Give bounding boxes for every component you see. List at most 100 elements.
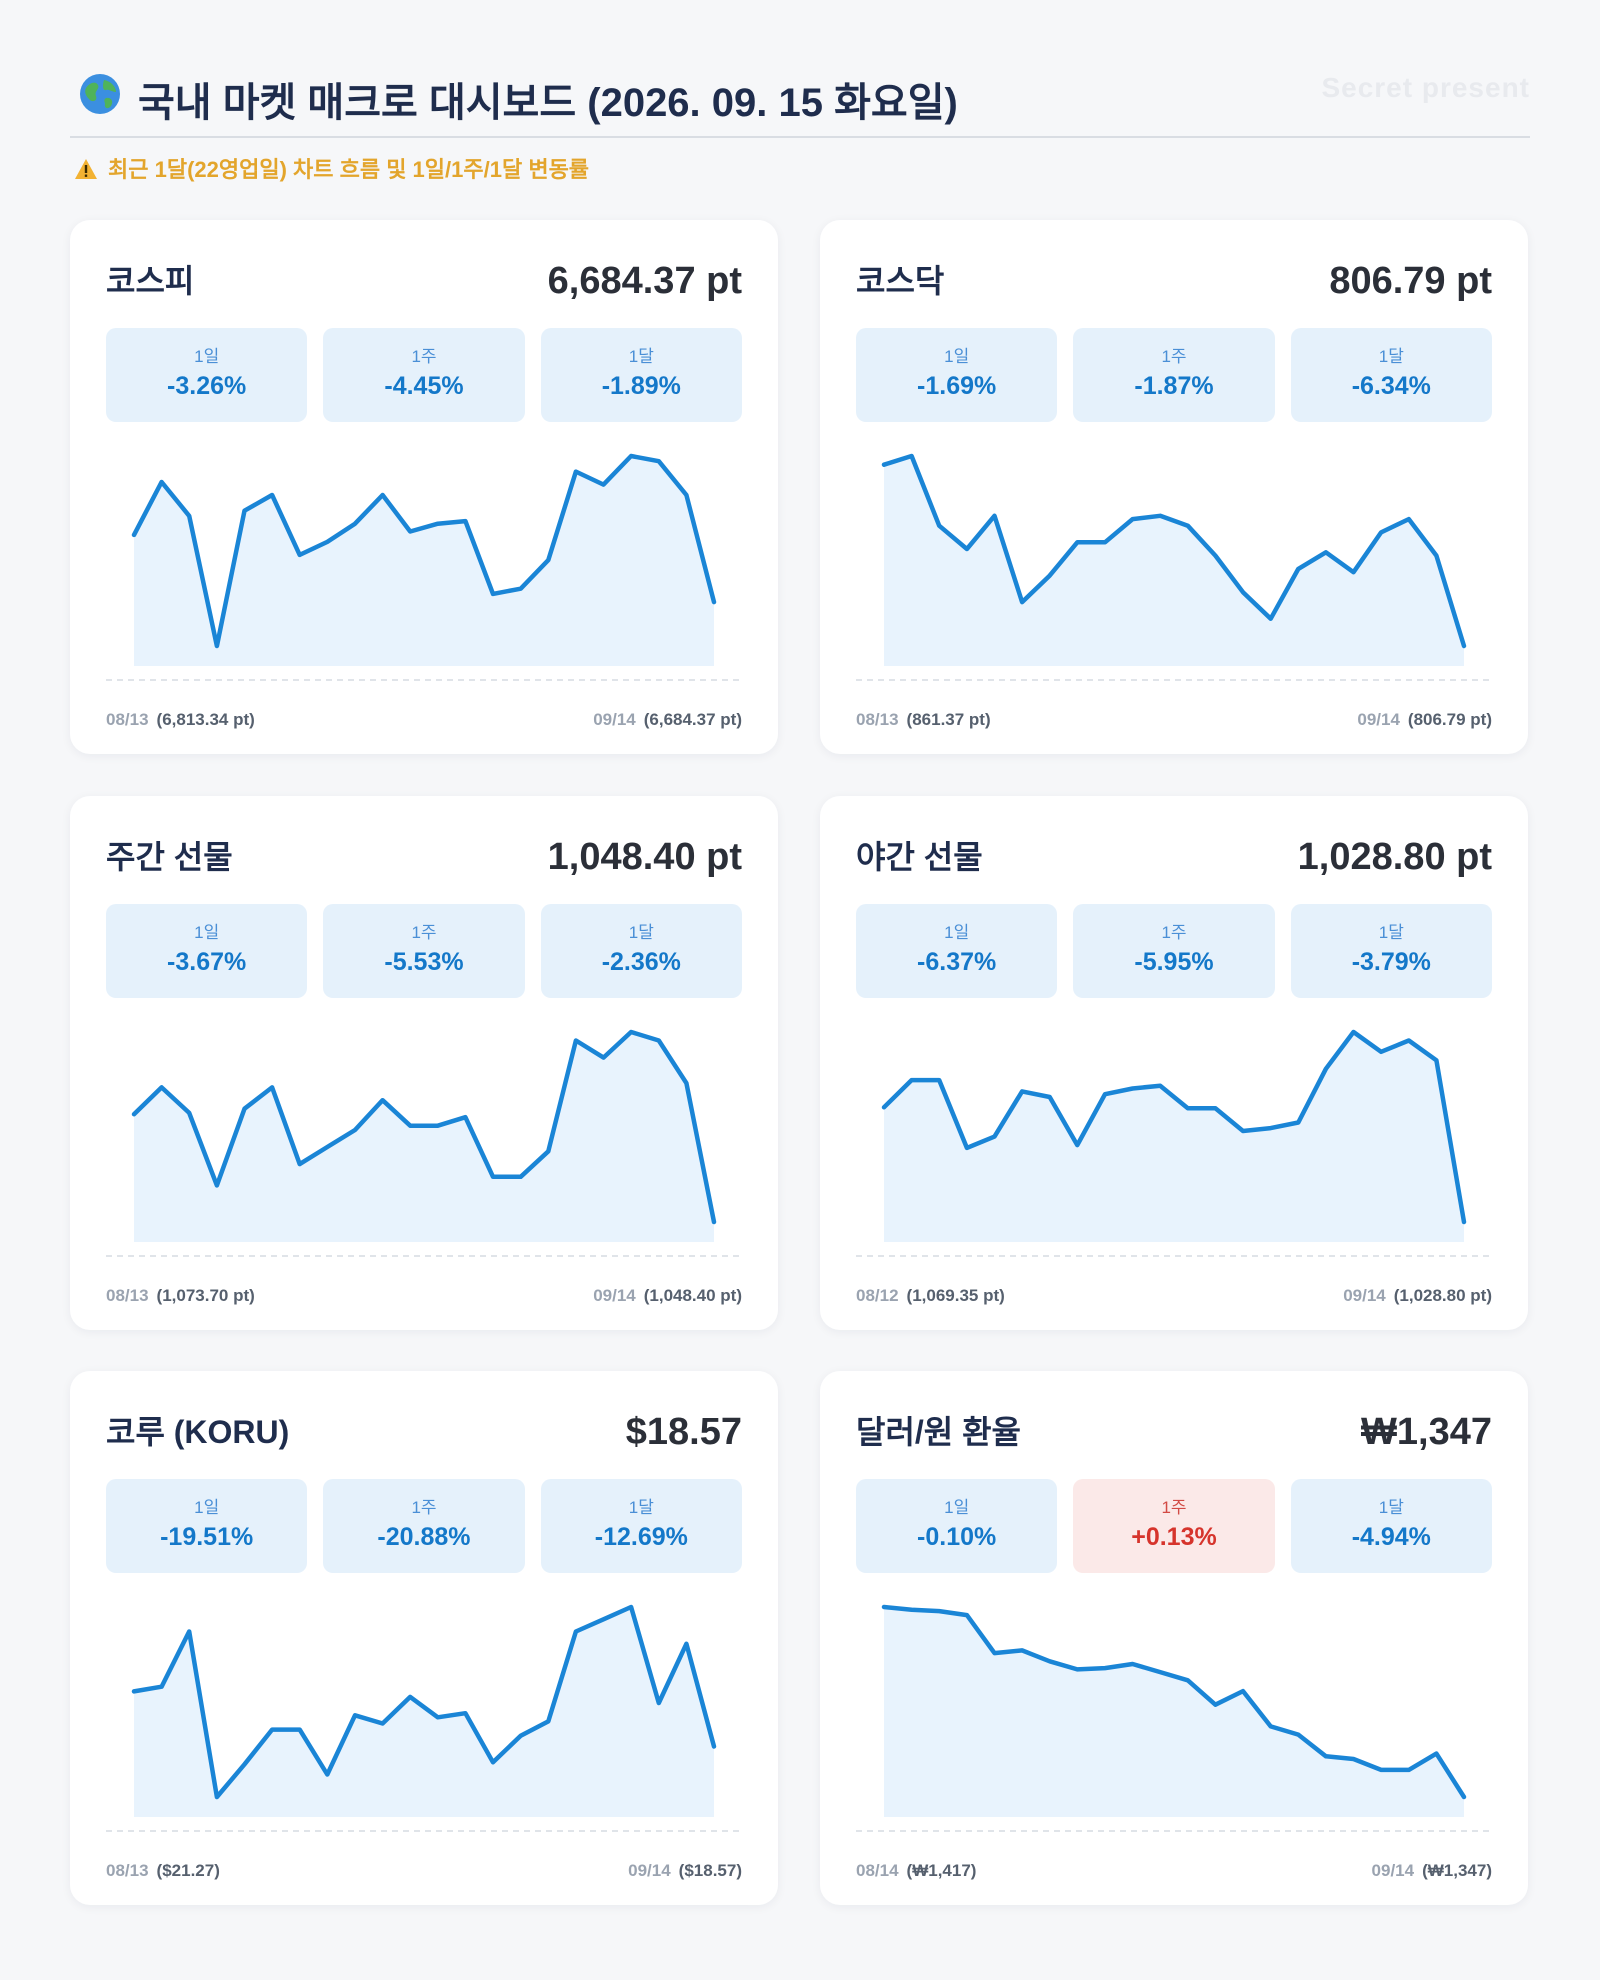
start-label: 08/13 (6,813.34 pt) <box>106 710 255 730</box>
card-value: 6,684.37 pt <box>547 260 742 302</box>
start-value: ($21.27) <box>156 1861 220 1880</box>
change-boxes: 1일 -1.69% 1주 -1.87% 1달 -6.34% <box>856 328 1492 422</box>
card-name: 코스닥 <box>856 263 945 299</box>
sparkline-line <box>881 1604 1467 1800</box>
market-card: 야간 선물 1,028.80 pt 1일 -6.37% 1주 -5.95% 1달 … <box>820 796 1528 1330</box>
sparkline-area <box>884 456 1464 666</box>
change-period-label: 1일 <box>944 347 970 366</box>
globe-icon <box>80 74 120 114</box>
change-value: -1.69% <box>917 372 997 400</box>
change-box: 1주 -5.95% <box>1073 904 1275 998</box>
change-period-label: 1주 <box>1161 1498 1187 1517</box>
end-date: 09/14 <box>593 710 636 729</box>
sparkline-area <box>134 1032 714 1242</box>
start-date: 08/13 <box>106 710 149 729</box>
end-date: 09/14 <box>628 1861 671 1880</box>
change-period-label: 1주 <box>411 923 437 942</box>
change-box: 1일 -3.26% <box>106 328 308 422</box>
change-period-label: 1달 <box>1378 347 1404 366</box>
start-label: 08/12 (1,069.35 pt) <box>856 1286 1005 1306</box>
change-period-label: 1달 <box>1378 1498 1404 1517</box>
change-value: -5.95% <box>1134 948 1214 976</box>
change-period-label: 1일 <box>944 923 970 942</box>
sparkline-line <box>131 453 717 649</box>
end-value: (6,684.37 pt) <box>643 710 742 729</box>
card-value: 806.79 pt <box>1329 260 1492 302</box>
sparkline-area <box>884 1607 1464 1817</box>
start-date: 08/13 <box>106 1861 149 1880</box>
card-name: 코스피 <box>106 263 195 299</box>
change-box: 1일 -6.37% <box>856 904 1058 998</box>
card-name: 주간 선물 <box>106 839 233 875</box>
change-value: -3.67% <box>167 948 247 976</box>
sparkline-line <box>881 1029 1467 1225</box>
end-value: (₩1,347) <box>1422 1861 1492 1880</box>
change-box: 1달 -3.79% <box>1290 904 1492 998</box>
change-value: -6.34% <box>1351 372 1431 400</box>
watermark-text: Secret present <box>1321 72 1530 103</box>
change-value: -19.51% <box>160 1523 254 1551</box>
sparkline-area <box>134 1607 714 1817</box>
change-box: 1일 -3.67% <box>106 904 308 998</box>
change-value: -1.87% <box>1134 372 1214 400</box>
change-value: -3.79% <box>1351 948 1431 976</box>
start-value: (6,813.34 pt) <box>156 710 255 729</box>
change-box: 1일 -0.10% <box>856 1479 1058 1573</box>
start-value: (861.37 pt) <box>906 710 991 729</box>
end-date: 09/14 <box>1371 1861 1415 1880</box>
change-period-label: 1일 <box>194 347 220 366</box>
change-box: 1달 -4.94% <box>1290 1479 1492 1573</box>
start-date: 08/13 <box>106 1286 149 1305</box>
card-name: 야간 선물 <box>856 839 983 875</box>
subtitle: 최근 1달(22영업일) 차트 흐름 및 1일/1주/1달 변동률 <box>74 152 589 184</box>
change-box: 1일 -19.51% <box>106 1479 308 1573</box>
change-period-label: 1일 <box>194 923 220 942</box>
change-period-label: 1달 <box>628 347 654 366</box>
market-card: 코스피 6,684.37 pt 1일 -3.26% 1주 -4.45% 1달 -1… <box>70 220 778 754</box>
end-label: 09/14 ($18.57) <box>628 1861 742 1881</box>
change-value: -5.53% <box>384 948 464 976</box>
start-date: 08/13 <box>856 710 899 729</box>
end-value: ($18.57) <box>678 1861 742 1880</box>
start-value: (1,069.35 pt) <box>906 1286 1005 1305</box>
start-label: 08/13 ($21.27) <box>106 1861 220 1881</box>
change-period-label: 1주 <box>1161 347 1187 366</box>
change-boxes: 1일 -0.10% 1주 +0.13% 1달 -4.94% <box>856 1479 1492 1573</box>
start-value: (1,073.70 pt) <box>156 1286 255 1305</box>
sparkline-chart <box>856 1604 1492 1832</box>
change-value: -20.88% <box>377 1523 471 1551</box>
sparkline-area <box>134 456 714 666</box>
change-box: 1주 -20.88% <box>323 1479 525 1573</box>
change-period-label: 1달 <box>1378 923 1404 942</box>
change-period-label: 1주 <box>411 1498 437 1517</box>
card-value: 1,028.80 pt <box>1297 836 1492 878</box>
end-label: 09/14 (806.79 pt) <box>1357 710 1492 730</box>
change-box: 1달 -12.69% <box>540 1479 742 1573</box>
market-card: 주간 선물 1,048.40 pt 1일 -3.67% 1주 -5.53% 1달 … <box>70 796 778 1330</box>
change-period-label: 1달 <box>628 923 654 942</box>
change-period-label: 1주 <box>1161 923 1187 942</box>
sparkline-line <box>131 1029 717 1225</box>
change-box: 1일 -1.69% <box>856 328 1058 422</box>
change-period-label: 1달 <box>628 1498 654 1517</box>
end-value: (806.79 pt) <box>1407 710 1492 729</box>
change-period-label: 1주 <box>411 347 437 366</box>
change-value: -2.36% <box>601 948 681 976</box>
card-name: 달러/원 환율 <box>856 1414 1021 1450</box>
change-value: -1.89% <box>601 372 681 400</box>
end-label: 09/14 (₩1,347) <box>1372 1861 1492 1881</box>
sparkline-chart <box>106 453 742 681</box>
change-box: 1달 -1.89% <box>540 328 742 422</box>
start-label: 08/13 (1,073.70 pt) <box>106 1286 255 1306</box>
change-box: 1달 -2.36% <box>540 904 742 998</box>
change-value: -12.69% <box>594 1523 688 1551</box>
end-value: (1,048.40 pt) <box>643 1286 742 1305</box>
market-card: 달러/원 환율 ₩1,347 1일 -0.10% 1주 +0.13% 1달 -4.… <box>820 1371 1528 1905</box>
sparkline-chart <box>106 1604 742 1832</box>
card-value: ₩1,347 <box>1361 1411 1492 1453</box>
change-boxes: 1일 -19.51% 1주 -20.88% 1달 -12.69% <box>106 1479 742 1573</box>
sparkline-line <box>881 453 1467 649</box>
end-label: 09/14 (1,028.80 pt) <box>1343 1286 1492 1306</box>
dashboard-header: 국내 마켓 매크로 대시보드 (2026. 09. 15 화요일) Secret… <box>70 58 1530 138</box>
change-value: +0.13% <box>1131 1523 1217 1551</box>
